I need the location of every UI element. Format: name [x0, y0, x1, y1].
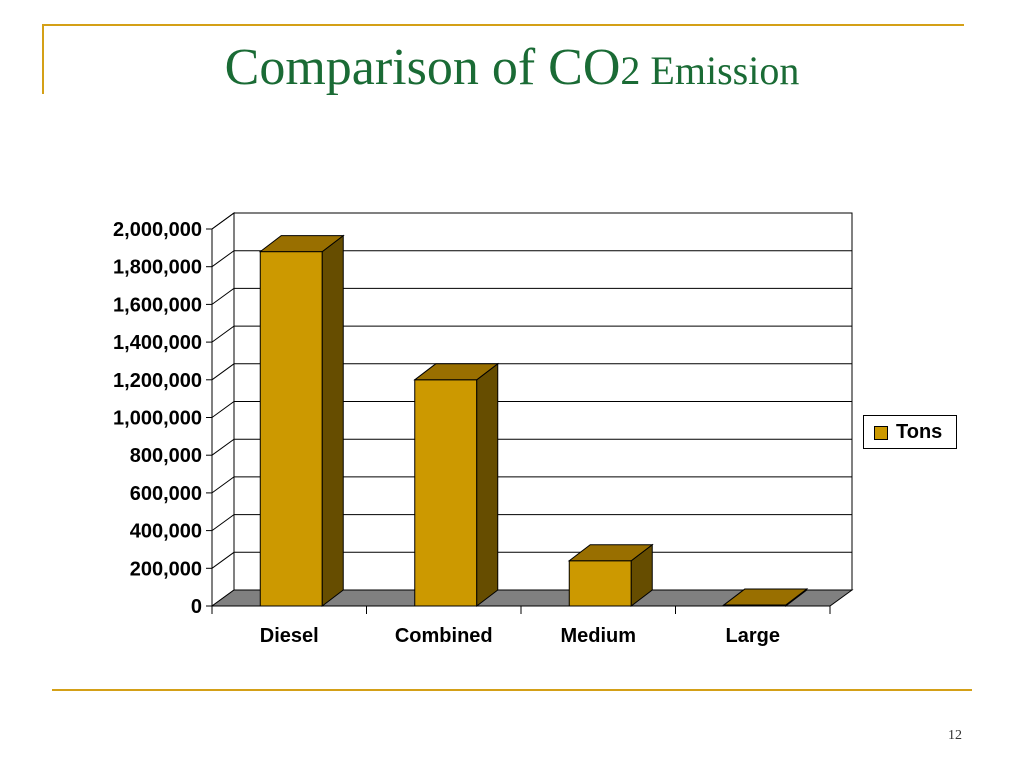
gridline: [211, 287, 852, 305]
bar-medium-top: [567, 544, 654, 562]
gridline: [211, 363, 852, 381]
frame-accent-vertical: [42, 24, 44, 94]
y-tick-label: 1,000,000: [113, 408, 202, 430]
x-tick-label: Diesel: [260, 625, 319, 647]
y-tick-label: 1,400,000: [113, 332, 202, 354]
gridline: [211, 514, 852, 532]
y-tick-label: 400,000: [130, 521, 202, 543]
y-tick-label: 1,800,000: [113, 257, 202, 279]
slide-title: Comparison of CO2 Emission: [0, 38, 1024, 97]
bar-medium-front: [568, 560, 632, 607]
page-number: 12: [948, 728, 962, 743]
bar-large-top: [722, 588, 809, 606]
y-tick-label: 2,000,000: [113, 219, 202, 241]
gridline: [211, 250, 852, 268]
chart-legend: Tons: [863, 415, 957, 449]
frame-accent-horizontal: [42, 24, 964, 26]
y-tick-label: 600,000: [130, 483, 202, 505]
y-tick-label: 1,600,000: [113, 294, 202, 316]
title-main: Comparison of CO: [224, 39, 621, 96]
legend-swatch: [874, 426, 888, 440]
bar-combined-top: [413, 363, 500, 381]
gridline: [211, 476, 852, 494]
gridline: [211, 212, 852, 230]
legend-label: Tons: [896, 421, 943, 443]
y-tick-label: 1,200,000: [113, 370, 202, 392]
bar-diesel-top: [258, 235, 345, 253]
bar-combined-front: [414, 379, 478, 607]
bar-chart: 0 200,000 400,000 600,000 800,000 1,000,000 1,…: [113, 212, 854, 647]
bar-combined-side: [476, 362, 499, 608]
y-tick-label: 200,000: [130, 558, 202, 580]
bar-diesel-front: [259, 251, 323, 607]
gridline: [211, 438, 852, 456]
y-tick-label: 800,000: [130, 445, 202, 467]
x-tick-label: Medium: [560, 625, 636, 647]
x-tick-label: Large: [726, 625, 780, 647]
y-tick-label: 0: [191, 596, 202, 618]
x-tick-label: Combined: [395, 625, 493, 647]
gridline: [211, 401, 852, 418]
gridline: [211, 325, 852, 343]
bar-diesel-side: [321, 234, 344, 608]
footer-rule: [52, 689, 972, 691]
title-sub: 2 Emission: [620, 48, 800, 93]
